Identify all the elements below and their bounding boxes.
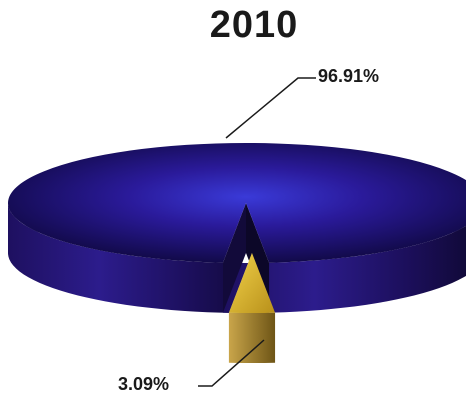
pie-slice-small [228,253,276,313]
pie-slice-small-side [228,312,276,363]
pie-slices [8,143,466,363]
pie-slice-large-cut-right [222,203,246,313]
pie-slice-large [8,143,466,263]
data-label-large: 96.91% [318,66,379,86]
pie-slice-large-side-right [222,225,466,313]
pie-labels: 96.91% 3.09% [118,66,379,394]
leader-line-large [225,77,316,139]
chart-title: 2010 [209,4,299,46]
pie-slice-large-side-left [8,203,270,313]
leader-line-small [198,339,265,387]
data-label-small: 3.09% [118,374,169,394]
